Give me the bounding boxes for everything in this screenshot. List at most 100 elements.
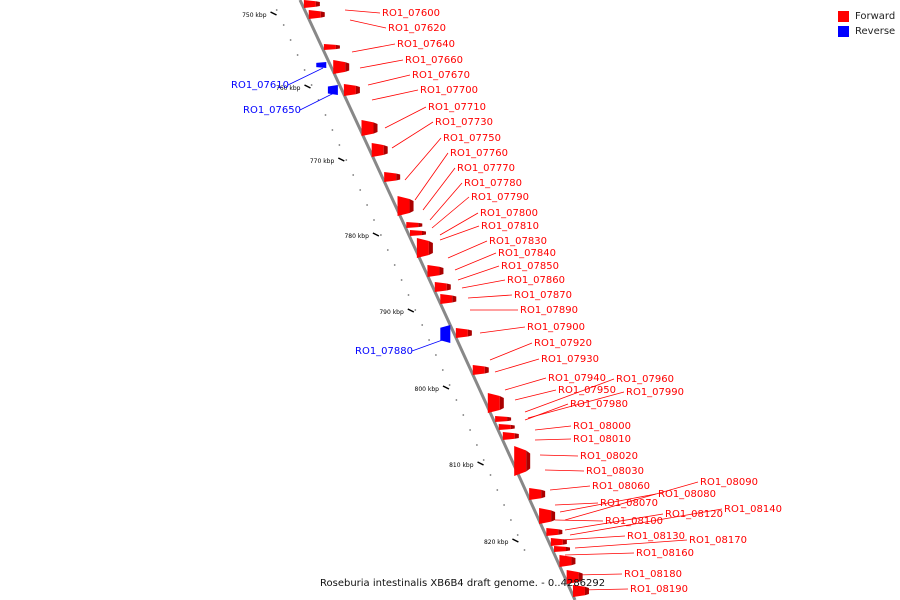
- ruler-dot: [482, 459, 485, 461]
- forward-gene[interactable]: [323, 44, 336, 50]
- forward-gene-label[interactable]: RO1_07920: [534, 338, 592, 349]
- forward-gene[interactable]: [308, 10, 321, 19]
- forward-gene-side: [355, 85, 360, 95]
- forward-gene-label[interactable]: RO1_07750: [443, 133, 501, 144]
- forward-gene-label[interactable]: RO1_08120: [665, 509, 723, 520]
- forward-gene-label[interactable]: RO1_07700: [420, 85, 478, 96]
- forward-gene[interactable]: [502, 432, 515, 440]
- legend-item-forward: Forward: [838, 9, 895, 24]
- forward-gene-label[interactable]: RO1_08000: [573, 421, 631, 432]
- leader-line: [574, 539, 688, 549]
- forward-gene-label[interactable]: RO1_08130: [627, 531, 685, 542]
- forward-gene[interactable]: [455, 328, 468, 338]
- forward-gene[interactable]: [371, 143, 384, 157]
- forward-gene[interactable]: [333, 60, 346, 74]
- forward-gene-label[interactable]: RO1_08060: [592, 481, 650, 492]
- forward-gene[interactable]: [566, 570, 579, 584]
- forward-gene[interactable]: [434, 282, 447, 292]
- forward-gene[interactable]: [559, 555, 572, 567]
- ruler-dot: [407, 294, 410, 296]
- forward-gene-label[interactable]: RO1_07780: [464, 178, 522, 189]
- reverse-gene[interactable]: [327, 85, 338, 95]
- forward-gene-label[interactable]: RO1_08140: [724, 504, 782, 515]
- reverse-gene-label[interactable]: RO1_07880: [355, 346, 413, 357]
- forward-gene-label[interactable]: RO1_07850: [501, 261, 559, 272]
- forward-gene-label[interactable]: RO1_07640: [397, 39, 455, 50]
- leader-line: [549, 485, 591, 491]
- forward-gene[interactable]: [416, 238, 429, 258]
- forward-gene-side: [452, 295, 457, 303]
- forward-gene-label[interactable]: RO1_07730: [435, 117, 493, 128]
- forward-gene-label[interactable]: RO1_07810: [481, 221, 539, 232]
- forward-gene-label[interactable]: RO1_07900: [527, 322, 585, 333]
- reverse-gene-label[interactable]: RO1_07650: [243, 105, 301, 116]
- forward-gene-label[interactable]: RO1_07940: [548, 373, 606, 384]
- forward-gene-label[interactable]: RO1_08100: [605, 516, 663, 527]
- forward-gene[interactable]: [409, 230, 422, 236]
- tick-mark: [407, 308, 415, 313]
- forward-gene[interactable]: [572, 585, 585, 597]
- forward-gene[interactable]: [550, 538, 563, 546]
- forward-gene-label[interactable]: RO1_08010: [573, 434, 631, 445]
- forward-gene-label[interactable]: RO1_07770: [457, 163, 515, 174]
- forward-gene-label[interactable]: RO1_08090: [700, 477, 758, 488]
- forward-gene[interactable]: [539, 508, 552, 524]
- forward-gene-label[interactable]: RO1_07840: [498, 248, 556, 259]
- forward-gene[interactable]: [397, 196, 410, 216]
- ruler-dot: [345, 159, 348, 161]
- ruler-dot: [489, 474, 492, 476]
- forward-gene-side: [578, 572, 583, 582]
- reverse-gene[interactable]: [440, 325, 451, 343]
- forward-gene-label[interactable]: RO1_07670: [412, 70, 470, 81]
- forward-gene[interactable]: [406, 222, 419, 228]
- leader-line: [422, 167, 456, 211]
- forward-gene[interactable]: [427, 265, 440, 277]
- forward-gene-label[interactable]: RO1_07960: [616, 374, 674, 385]
- forward-gene[interactable]: [529, 488, 542, 500]
- forward-gene[interactable]: [495, 416, 508, 422]
- forward-gene[interactable]: [384, 172, 397, 182]
- forward-gene-label[interactable]: RO1_07660: [405, 55, 463, 66]
- reverse-gene[interactable]: [316, 62, 327, 68]
- forward-gene-label[interactable]: RO1_07710: [428, 102, 486, 113]
- forward-gene[interactable]: [440, 294, 453, 304]
- forward-gene-label[interactable]: RO1_07890: [520, 305, 578, 316]
- ruler-dot: [496, 489, 499, 491]
- leader-line: [404, 137, 442, 181]
- forward-gene-label[interactable]: RO1_07980: [570, 399, 628, 410]
- forward-gene-label[interactable]: RO1_07790: [471, 192, 529, 203]
- forward-gene-label[interactable]: RO1_07600: [382, 8, 440, 19]
- forward-gene-label[interactable]: RO1_07760: [450, 148, 508, 159]
- forward-gene[interactable]: [498, 424, 511, 430]
- forward-gene-label[interactable]: RO1_07860: [507, 275, 565, 286]
- forward-gene-label[interactable]: RO1_07990: [626, 387, 684, 398]
- forward-gene-label[interactable]: RO1_08020: [580, 451, 638, 462]
- forward-gene-label[interactable]: RO1_08030: [586, 466, 644, 477]
- forward-gene-label[interactable]: RO1_08190: [630, 584, 688, 595]
- reverse-gene-label[interactable]: RO1_07610: [231, 80, 289, 91]
- forward-gene-side: [558, 529, 563, 535]
- forward-gene-label[interactable]: RO1_07870: [514, 290, 572, 301]
- forward-gene[interactable]: [514, 446, 527, 476]
- forward-gene-label[interactable]: RO1_07800: [480, 208, 538, 219]
- forward-gene[interactable]: [546, 528, 559, 536]
- forward-gene-label[interactable]: RO1_07930: [541, 354, 599, 365]
- forward-gene-label[interactable]: RO1_07950: [558, 385, 616, 396]
- forward-gene-label[interactable]: RO1_07620: [388, 23, 446, 34]
- forward-gene-side: [396, 173, 401, 181]
- forward-gene[interactable]: [361, 120, 374, 136]
- forward-gene-label[interactable]: RO1_07830: [489, 236, 547, 247]
- forward-gene-label[interactable]: RO1_08080: [658, 489, 716, 500]
- forward-gene-label[interactable]: RO1_08160: [636, 548, 694, 559]
- leader-line: [559, 493, 657, 513]
- forward-gene-label[interactable]: RO1_08180: [624, 569, 682, 580]
- forward-gene[interactable]: [554, 546, 567, 552]
- tick-label: 820 kbp: [484, 539, 509, 546]
- forward-gene[interactable]: [343, 84, 356, 96]
- forward-gene[interactable]: [472, 365, 485, 375]
- forward-gene-label[interactable]: RO1_08170: [689, 535, 747, 546]
- forward-gene[interactable]: [487, 393, 500, 413]
- forward-gene-label[interactable]: RO1_08070: [600, 498, 658, 509]
- forward-gene[interactable]: [303, 0, 316, 8]
- ruler-dot: [324, 114, 327, 116]
